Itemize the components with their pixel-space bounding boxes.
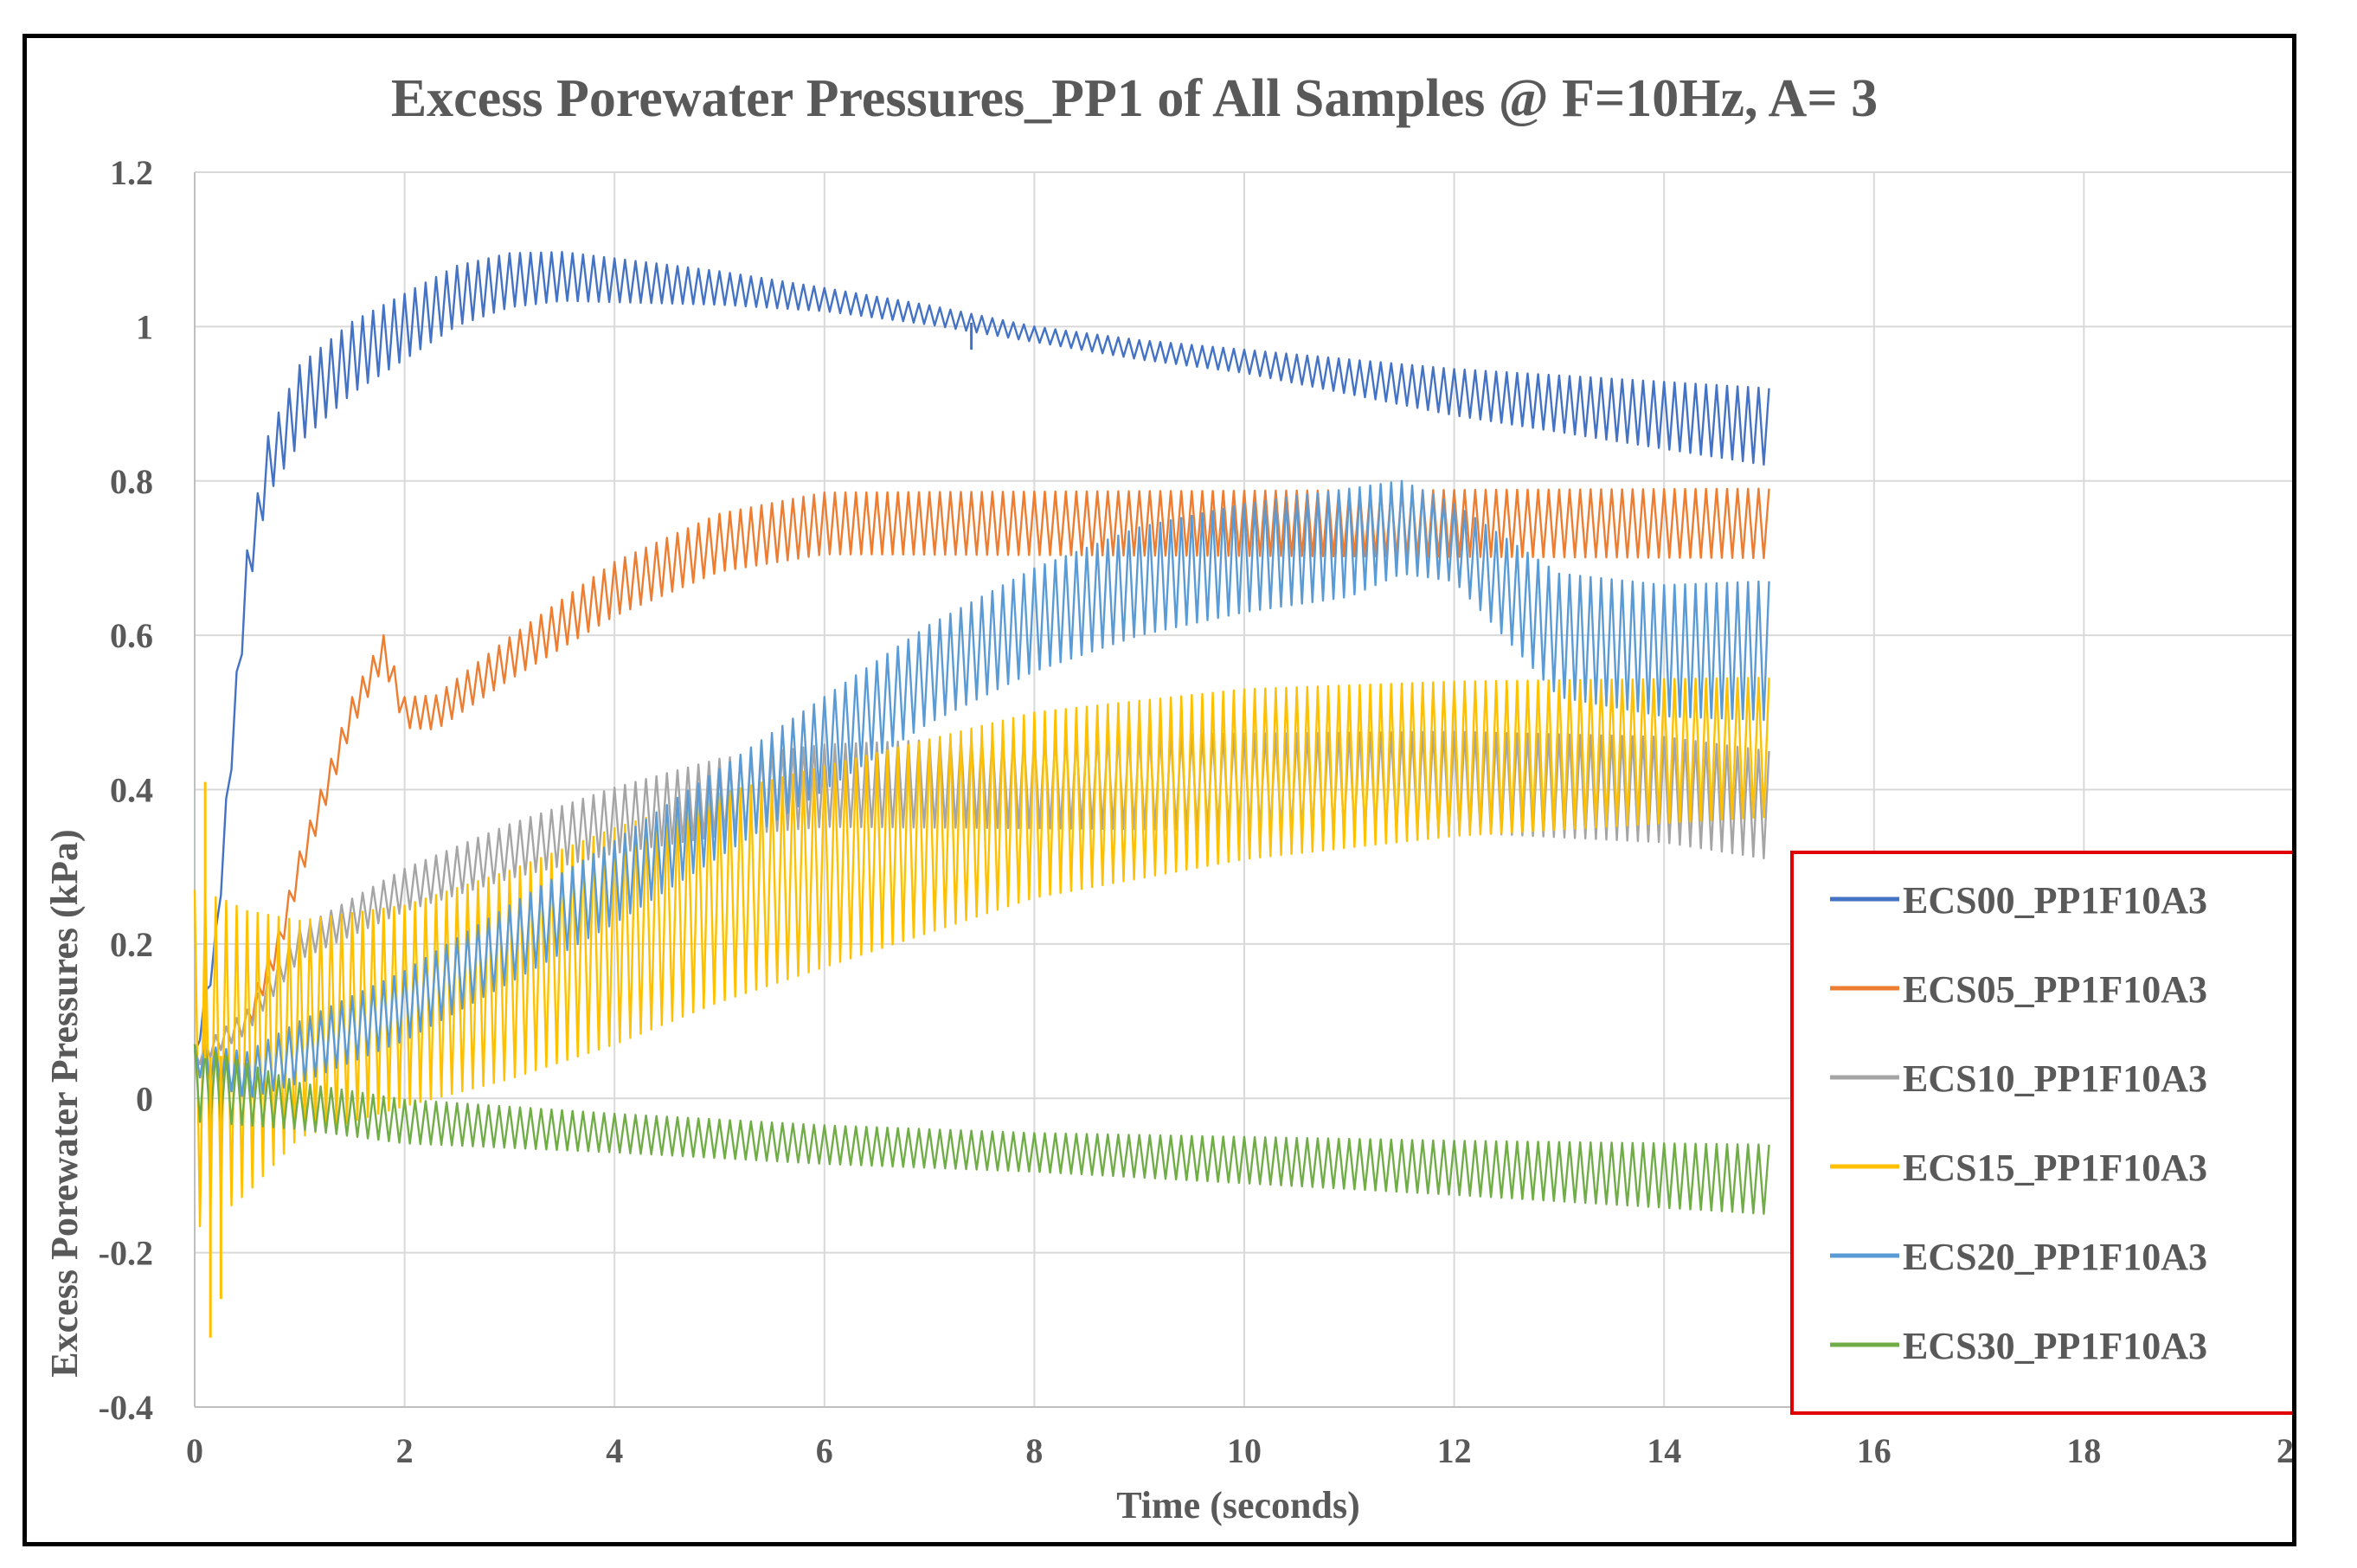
- legend-label: ECS20_PP1F10A3: [1903, 1236, 2207, 1278]
- series-line-ecs20-pp1f10a3: [193, 479, 1770, 1098]
- series-line-ecs00-pp1f10a3: [193, 251, 1770, 1053]
- x-tick-label: 14: [1647, 1431, 1681, 1470]
- x-tick-label: 0: [186, 1431, 203, 1470]
- y-tick-label: 0: [136, 1079, 153, 1118]
- y-axis-title: Excess Porewater Pressures (kPa): [43, 829, 86, 1377]
- legend-label: ECS00_PP1F10A3: [1903, 879, 2207, 922]
- x-tick-label: 6: [816, 1431, 833, 1470]
- series-line-ecs05-pp1f10a3: [193, 487, 1770, 1065]
- x-tick-label: 4: [606, 1431, 623, 1470]
- legend-label: ECS15_PP1F10A3: [1903, 1147, 2207, 1189]
- series-layer: [193, 251, 1770, 1338]
- series-line-ecs15-pp1f10a3: [193, 677, 1770, 1228]
- x-tick-label: 18: [2066, 1431, 2101, 1470]
- y-tick-label: 0.8: [110, 462, 153, 501]
- y-tick-label: 0.2: [110, 925, 153, 964]
- x-tick-label: 10: [1227, 1431, 1262, 1470]
- chart-svg: Excess Porewater Pressures_PP1 of All Sa…: [43, 69, 2292, 1526]
- tick-layer: 1.2 1 0.8 0.6 0.4 0.2 0 -0.2 -0.4 0 2 4 6 8 10 12 14 16 18…: [99, 153, 2292, 1470]
- y-tick-label: 0.6: [110, 616, 153, 655]
- x-axis-title: Time (seconds): [1116, 1484, 1360, 1526]
- legend-label: ECS10_PP1F10A3: [1903, 1057, 2207, 1100]
- series-line-ecs30-pp1f10a3: [193, 1044, 1770, 1215]
- y-tick-label: 1: [136, 307, 153, 346]
- legend-label: ECS05_PP1F10A3: [1903, 968, 2207, 1011]
- legend-label: ECS30_PP1F10A3: [1903, 1325, 2207, 1367]
- x-tick-label: 12: [1437, 1431, 1472, 1470]
- x-tick-label: 2: [396, 1431, 414, 1470]
- y-tick-label: 0.4: [110, 771, 153, 810]
- x-tick-label: 20: [2277, 1431, 2292, 1470]
- chart-frame: Excess Porewater Pressures_PP1 of All Sa…: [22, 34, 2296, 1546]
- legend-box: [1790, 851, 2292, 1415]
- x-tick-label: 16: [1857, 1431, 1891, 1470]
- y-tick-label: -0.4: [99, 1388, 153, 1427]
- y-tick-label: 1.2: [110, 153, 153, 192]
- y-tick-label: -0.2: [99, 1234, 153, 1273]
- chart-title: Excess Porewater Pressures_PP1 of All Sa…: [391, 69, 1878, 128]
- x-tick-label: 8: [1025, 1431, 1043, 1470]
- legend: ECS00_PP1F10A3 ECS05_PP1F10A3 ECS10_PP1F10…: [1790, 851, 2292, 1415]
